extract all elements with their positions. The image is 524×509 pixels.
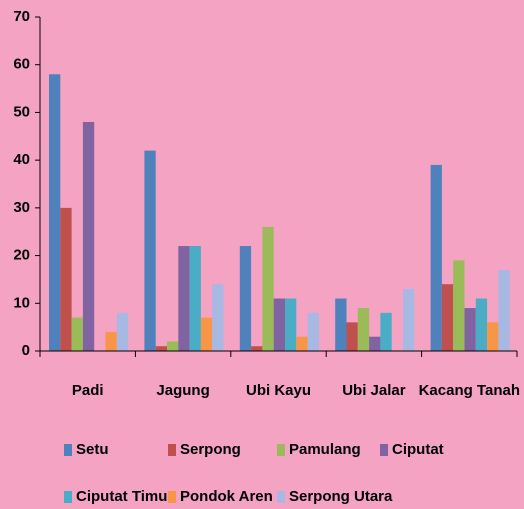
- y-tick-label: 30: [13, 199, 30, 216]
- legend-label: Pamulang: [289, 441, 361, 458]
- bar: [285, 298, 297, 351]
- bar: [82, 121, 95, 351]
- bar: [357, 308, 370, 351]
- x-tick-label: Padi: [72, 382, 104, 399]
- bar: [239, 246, 252, 351]
- bar: [200, 317, 213, 351]
- bar: [212, 284, 224, 351]
- bar: [346, 322, 358, 351]
- legend-label: Serpong Utara: [289, 488, 393, 505]
- bar: [144, 150, 156, 351]
- legend-swatch: [168, 491, 176, 503]
- y-tick-label: 40: [13, 151, 30, 168]
- legend-swatch: [168, 444, 176, 456]
- y-tick-label: 70: [13, 8, 30, 25]
- legend-swatch: [277, 491, 285, 503]
- bar: [296, 336, 308, 351]
- bar: [380, 312, 392, 351]
- legend-label: Pondok Aren: [180, 488, 273, 505]
- y-tick-label: 10: [13, 294, 30, 311]
- x-tick-label: Kacang Tanah: [419, 382, 520, 399]
- legend-swatch: [64, 491, 72, 503]
- bar: [178, 246, 190, 351]
- x-tick-label: Ubi Kayu: [246, 382, 311, 399]
- y-tick-label: 60: [13, 56, 30, 73]
- bar: [273, 298, 285, 351]
- legend-label: Ciputat: [392, 441, 444, 458]
- y-tick-label: 0: [22, 342, 30, 359]
- bar: [475, 298, 488, 351]
- x-tick-label: Ubi Jalar: [342, 382, 406, 399]
- bar: [369, 336, 381, 351]
- bar: [251, 346, 263, 351]
- bar: [464, 308, 476, 351]
- bar: [487, 322, 499, 351]
- x-tick-label: Jagung: [156, 382, 209, 399]
- legend-swatch: [64, 444, 72, 456]
- bar: [167, 341, 179, 351]
- legend-label: Ciputat Timur: [76, 488, 173, 505]
- legend-swatch: [277, 444, 285, 456]
- bar: [49, 74, 61, 351]
- bar: [307, 312, 319, 351]
- bar: [189, 246, 201, 351]
- bar: [262, 226, 274, 351]
- bar: [335, 298, 347, 351]
- bar: [498, 269, 510, 351]
- bar: [453, 260, 465, 351]
- bar: [430, 164, 442, 351]
- bar: [116, 312, 129, 351]
- bar: [105, 331, 117, 351]
- legend-swatch: [380, 444, 388, 456]
- bar: [403, 288, 415, 351]
- bar: [60, 207, 72, 351]
- bar: [441, 284, 454, 351]
- legend-label: Serpong: [180, 441, 241, 458]
- y-tick-label: 50: [13, 103, 30, 120]
- legend-label: Setu: [76, 441, 109, 458]
- y-tick-label: 20: [13, 247, 30, 264]
- bar: [155, 346, 167, 351]
- bar: [71, 317, 83, 351]
